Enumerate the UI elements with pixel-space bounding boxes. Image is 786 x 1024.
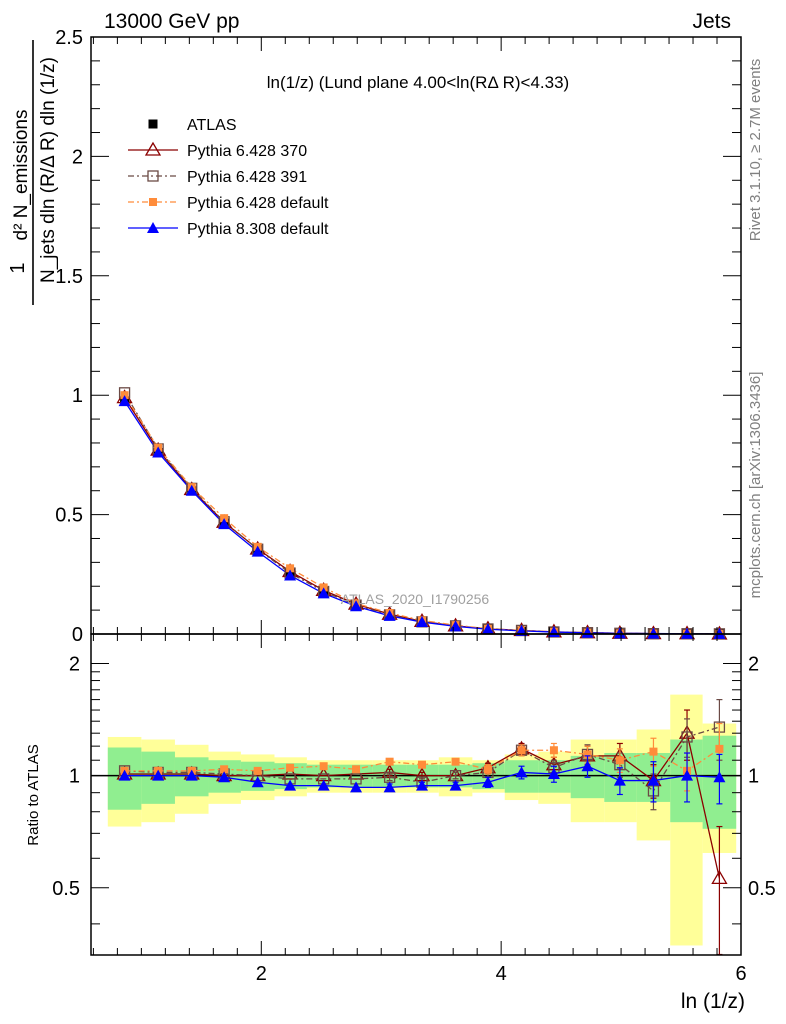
ratio-y-tick-label: 0.5 xyxy=(52,878,80,900)
point-p8def xyxy=(218,518,231,530)
legend-label-p370: Pythia 6.428 370 xyxy=(187,143,307,160)
ratio-point-p6def xyxy=(220,765,229,774)
x-tick-label: 2 xyxy=(256,963,267,985)
ratio-point-p8def xyxy=(547,768,560,780)
plot-title: ln(1/z) (Lund plane 4.00<ln(RΔ R)<4.33) xyxy=(267,73,569,92)
ratio-y-tick-label: 1 xyxy=(69,766,80,788)
ratio-point-p370 xyxy=(711,870,728,884)
legend-label-p8def: Pythia 8.308 default xyxy=(187,221,329,238)
point-p8def xyxy=(251,545,264,557)
main-y-tick-label: 2.5 xyxy=(55,27,83,49)
point-p8def xyxy=(415,616,428,628)
legend-marker-p8def xyxy=(147,222,159,233)
ratio-point-p8def xyxy=(251,776,264,788)
ratio-frame xyxy=(90,633,742,956)
ratio-point-p8def xyxy=(350,781,363,793)
ratio-point-p8def xyxy=(185,769,198,781)
x-tick-label: 6 xyxy=(735,963,746,985)
ratio-point-p6def xyxy=(385,757,394,766)
ratio-point-p6def xyxy=(319,762,328,771)
x-tick-label: 4 xyxy=(496,963,507,985)
point-p8def xyxy=(515,624,528,636)
ratio-point-p8def xyxy=(415,779,428,791)
legend-marker-atlas xyxy=(148,119,158,129)
legend-label-atlas: ATLAS xyxy=(187,117,237,134)
point-p8def xyxy=(350,600,363,612)
ratio-point-p8def xyxy=(218,771,231,783)
legend-marker-p391 xyxy=(147,170,159,182)
ratio-point-p8def xyxy=(383,781,396,793)
ratio-point-p6def xyxy=(583,750,592,759)
ratio-point-p6def xyxy=(649,747,658,756)
energy-label: 13000 GeV pp xyxy=(104,10,239,33)
ratio-point-p6def xyxy=(715,744,724,753)
ratio-point-p8def xyxy=(449,779,462,791)
point-p8def xyxy=(581,626,594,638)
ratio-point-p8def xyxy=(647,774,660,786)
legend-label-p391: Pythia 6.428 391 xyxy=(187,169,307,186)
point-p8def xyxy=(185,484,198,496)
ratio-point-p6def xyxy=(352,765,361,774)
point-p8def xyxy=(284,569,297,581)
ratio-point-p6def xyxy=(451,757,460,766)
point-p8def xyxy=(613,627,626,639)
rivet-label: Rivet 3.1.10, ≥ 2.7M events xyxy=(747,59,764,242)
ratio-point-p370 xyxy=(281,765,299,780)
main-panel xyxy=(91,37,741,634)
process-label: Jets xyxy=(692,10,731,33)
ratio-y-tick-label-right: 1 xyxy=(748,766,759,788)
ratio-y-tick-label-right: 2 xyxy=(748,653,759,675)
main-y-tick-label: 2 xyxy=(72,146,83,168)
ratio-point-p8def xyxy=(613,774,626,786)
main-y-tick-label: 1 xyxy=(72,385,83,407)
main-y-tick-label: 1.5 xyxy=(55,266,83,288)
mcplots-label: mcplots.cern.ch [arXiv:1306.3436] xyxy=(747,372,764,599)
point-p8def xyxy=(152,446,165,458)
legend-label-p6def: Pythia 6.428 default xyxy=(187,195,329,212)
legend: ATLAS Pythia 6.428 370 Pythia 6.428 391 Pyt… xyxy=(128,117,329,238)
main-ylabel-one: 1 xyxy=(7,262,29,273)
ratio-point-p8def xyxy=(581,760,594,772)
point-p6def xyxy=(286,564,295,573)
ratio-series xyxy=(116,698,728,956)
ratio-point-p6def xyxy=(483,765,492,774)
ratio-point-p8def xyxy=(152,769,165,781)
point-p8def xyxy=(317,587,330,599)
ratio-point-p6def xyxy=(286,763,295,772)
main-y-tick-label: 0.5 xyxy=(55,505,83,527)
main-ylabel-numerator: d² N_emissions xyxy=(11,110,32,241)
point-p8def xyxy=(481,623,494,635)
ratio-point-p6def xyxy=(517,746,526,755)
point-p8def xyxy=(118,395,131,407)
main-y-axis-label: 1 d² N_emissions N_jets dln (R/Δ R) dln … xyxy=(7,40,59,305)
ratio-point-p6def xyxy=(417,760,426,769)
point-p8def xyxy=(449,620,462,632)
ratio-point-p6def xyxy=(549,746,558,755)
axis-ticks: 2 4 6 0 0.5 1 1.5 2 2.5 0.5 1 2 0.5 1 2 xyxy=(52,27,776,985)
legend-marker-p370 xyxy=(144,141,162,156)
ratio-point-p8def xyxy=(681,769,694,781)
ratio-point-p6def xyxy=(615,756,624,765)
ratio-point-p8def xyxy=(317,779,330,791)
ratio-point-p8def xyxy=(713,771,726,783)
ratio-point-p8def xyxy=(118,769,131,781)
x-axis-label: ln (1/z) xyxy=(681,990,745,1013)
ratio-y-tick-label-right: 0.5 xyxy=(748,878,776,900)
ratio-point-p8def xyxy=(515,766,528,778)
analysis-watermark: ATLAS_2020_I1790256 xyxy=(341,591,490,607)
ratio-ylabel: Ratio to ATLAS xyxy=(25,744,42,845)
main-panel-bg xyxy=(91,37,741,634)
main-y-tick-label: 0 xyxy=(72,624,83,646)
ratio-point-p6def xyxy=(253,766,262,775)
point-p8def xyxy=(647,627,660,639)
point-p8def xyxy=(383,609,396,621)
ratio-point-p391 xyxy=(681,731,693,743)
ratio-y-tick-label: 2 xyxy=(69,653,80,675)
legend-marker-p6def xyxy=(149,198,157,206)
ratio-point-p8def xyxy=(481,776,494,788)
ratio-point-p8def xyxy=(284,779,297,791)
axis-frames xyxy=(90,36,742,956)
main-ylabel-denominator: N_jets dln (R/Δ R) dln (1/z) xyxy=(38,57,59,283)
